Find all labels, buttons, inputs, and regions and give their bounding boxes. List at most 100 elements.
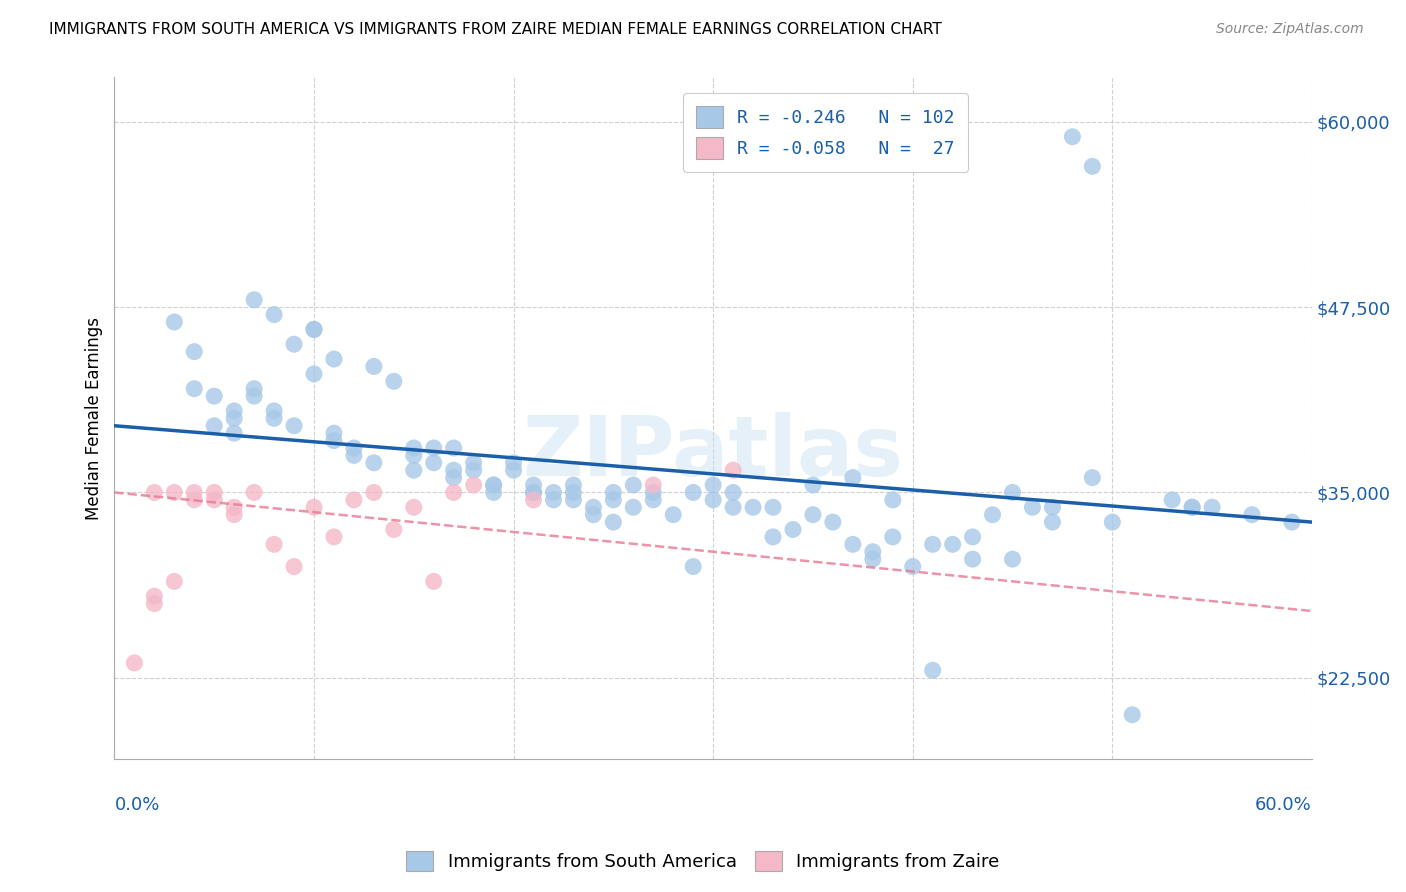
Point xyxy=(562,485,585,500)
Point xyxy=(323,426,346,441)
Point xyxy=(1001,485,1024,500)
Point xyxy=(402,463,425,477)
Point xyxy=(1001,552,1024,566)
Point xyxy=(263,411,285,425)
Text: ZIPatlas: ZIPatlas xyxy=(523,412,904,493)
Point xyxy=(143,485,166,500)
Point xyxy=(921,537,943,551)
Point xyxy=(202,418,225,433)
Point xyxy=(323,530,346,544)
Point xyxy=(742,500,765,515)
Point xyxy=(682,559,704,574)
Point xyxy=(621,500,644,515)
Point xyxy=(1062,129,1084,144)
Legend: Immigrants from South America, Immigrants from Zaire: Immigrants from South America, Immigrant… xyxy=(399,844,1007,879)
Point xyxy=(821,515,844,529)
Point xyxy=(463,478,485,492)
Point xyxy=(522,492,544,507)
Point xyxy=(263,308,285,322)
Point xyxy=(643,485,665,500)
Point xyxy=(422,456,444,470)
Point xyxy=(621,478,644,492)
Point xyxy=(202,492,225,507)
Point xyxy=(363,456,385,470)
Point xyxy=(243,485,266,500)
Point xyxy=(1121,707,1143,722)
Point xyxy=(163,315,186,329)
Point xyxy=(224,426,246,441)
Point xyxy=(482,478,505,492)
Point xyxy=(343,449,366,463)
Point xyxy=(1201,500,1223,515)
Point xyxy=(422,574,444,589)
Point xyxy=(1240,508,1263,522)
Point xyxy=(243,293,266,307)
Point xyxy=(643,492,665,507)
Point xyxy=(882,492,904,507)
Point xyxy=(283,337,305,351)
Point xyxy=(283,559,305,574)
Point xyxy=(443,485,465,500)
Point xyxy=(302,367,325,381)
Point xyxy=(543,492,565,507)
Point xyxy=(562,492,585,507)
Point xyxy=(302,500,325,515)
Point xyxy=(842,537,865,551)
Point xyxy=(582,500,605,515)
Point xyxy=(1042,515,1064,529)
Point xyxy=(662,508,685,522)
Point xyxy=(243,382,266,396)
Point xyxy=(862,545,884,559)
Point xyxy=(224,508,246,522)
Point xyxy=(522,485,544,500)
Point xyxy=(962,552,984,566)
Point xyxy=(522,478,544,492)
Point xyxy=(402,500,425,515)
Point xyxy=(981,508,1004,522)
Point xyxy=(721,500,744,515)
Point xyxy=(363,359,385,374)
Point xyxy=(602,515,624,529)
Point xyxy=(682,485,704,500)
Point xyxy=(343,441,366,455)
Point xyxy=(183,382,205,396)
Point xyxy=(302,322,325,336)
Point xyxy=(143,597,166,611)
Point xyxy=(901,559,924,574)
Point xyxy=(1101,515,1123,529)
Point xyxy=(602,492,624,507)
Point xyxy=(762,530,785,544)
Point xyxy=(443,463,465,477)
Point xyxy=(721,485,744,500)
Text: Source: ZipAtlas.com: Source: ZipAtlas.com xyxy=(1216,22,1364,37)
Point xyxy=(702,492,724,507)
Point xyxy=(163,574,186,589)
Point xyxy=(1021,500,1043,515)
Point xyxy=(882,530,904,544)
Point xyxy=(224,500,246,515)
Point xyxy=(343,492,366,507)
Point xyxy=(502,463,524,477)
Point xyxy=(382,374,405,388)
Point xyxy=(582,508,605,522)
Point xyxy=(363,485,385,500)
Point xyxy=(1181,500,1204,515)
Point xyxy=(402,449,425,463)
Point xyxy=(1081,160,1104,174)
Point xyxy=(202,389,225,403)
Point xyxy=(1181,500,1204,515)
Text: 0.0%: 0.0% xyxy=(114,797,160,814)
Point xyxy=(224,411,246,425)
Point xyxy=(183,492,205,507)
Point xyxy=(643,478,665,492)
Point xyxy=(323,352,346,367)
Point xyxy=(202,485,225,500)
Point xyxy=(143,589,166,603)
Point xyxy=(183,485,205,500)
Point xyxy=(962,530,984,544)
Point xyxy=(1042,500,1064,515)
Text: 60.0%: 60.0% xyxy=(1256,797,1312,814)
Point xyxy=(422,441,444,455)
Point xyxy=(842,470,865,484)
Point xyxy=(482,478,505,492)
